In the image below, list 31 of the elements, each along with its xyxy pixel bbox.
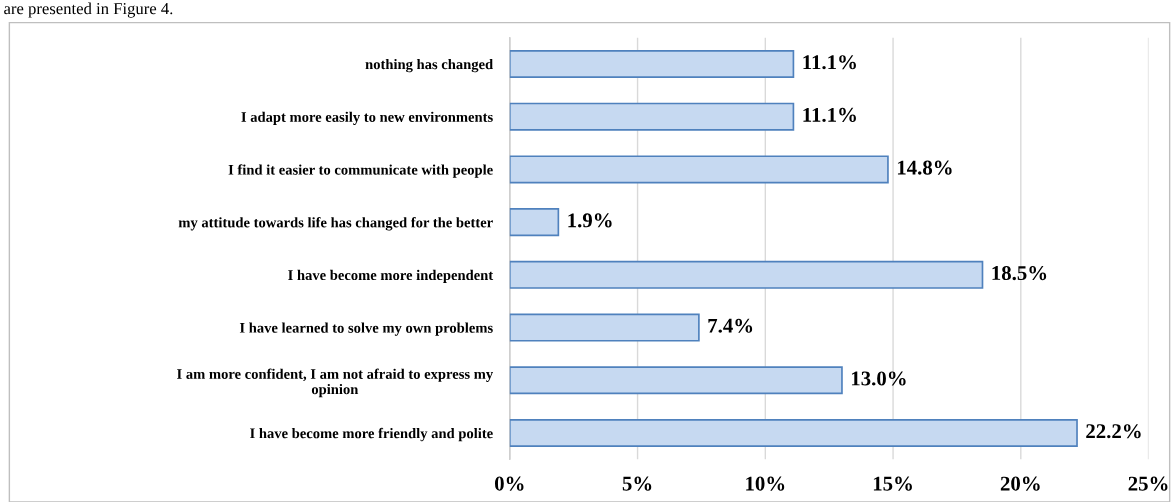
x-tick-label: 15% [873,476,912,491]
y-tick-label: I find it easier to communicate with people [228,164,493,178]
y-tick-label: I have learned to solve my own problems [239,322,493,336]
bar [509,102,795,131]
y-tick-label: I am more confident, I am not afraid to express my opinion [177,368,494,398]
y-tick-label: I have become more friendly and polite [250,427,493,442]
data-label: 18.5% [992,266,1047,281]
y-tick-label: nothing has changed [365,58,493,73]
data-label: 11.1% [803,55,856,70]
x-tick-label: 5% [622,476,652,491]
data-label: 22.2% [1086,424,1141,439]
x-tick-label: 25% [1128,476,1168,491]
bar [509,260,984,289]
text: are presented in Figure 4. [4,2,173,18]
bar [509,313,700,342]
bar [509,155,889,184]
y-tick-label: I adapt more easily to new environments [241,111,493,125]
x-tick-label: 0% [494,476,524,491]
bar [509,49,795,79]
data-label: 7.4% [708,318,753,333]
y-tick-label: my attitude towards life has changed for the better [178,217,493,231]
data-label: 13.0% [851,371,906,386]
bar [509,208,560,237]
bar [509,366,843,395]
x-tick-label: 20% [1000,476,1040,491]
data-label: 11.1% [803,107,856,123]
data-label: 14.8% [897,160,952,175]
data-label: 1.9% [568,213,612,228]
y-tick-label: I have become more independent [288,269,494,284]
bar [509,418,1078,447]
x-tick-label: 10% [746,476,785,491]
